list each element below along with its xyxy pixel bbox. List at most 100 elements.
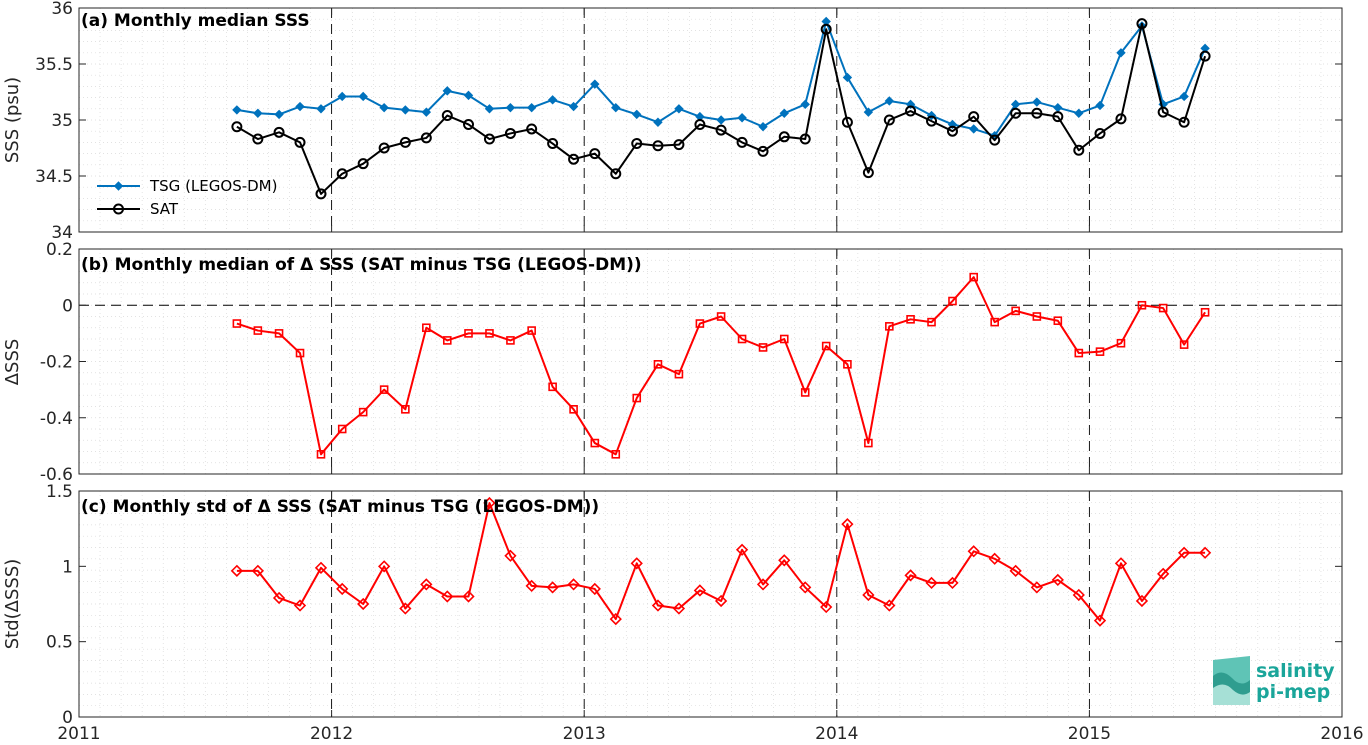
x-tick-label: 2013 bbox=[563, 724, 606, 744]
data-point bbox=[926, 115, 938, 127]
data-point bbox=[1199, 50, 1211, 62]
y-tick-label: 34 bbox=[51, 223, 73, 243]
data-point bbox=[548, 382, 557, 392]
data-point bbox=[568, 153, 580, 165]
data-point bbox=[862, 167, 874, 179]
data-point bbox=[567, 578, 580, 591]
data-point bbox=[420, 578, 433, 591]
data-point bbox=[885, 322, 894, 331]
data-point bbox=[1157, 567, 1170, 580]
data-point bbox=[1053, 102, 1063, 113]
data-point bbox=[336, 168, 348, 180]
data-point bbox=[946, 576, 959, 590]
x-tick-label: 2015 bbox=[1068, 724, 1111, 744]
y-tick-label: 0 bbox=[62, 708, 73, 728]
data-point bbox=[1114, 557, 1128, 570]
data-point bbox=[1198, 546, 1212, 559]
x-tick-label: 2012 bbox=[310, 724, 353, 744]
y-tick-label: 1 bbox=[62, 557, 73, 577]
data-point bbox=[506, 336, 515, 345]
data-point bbox=[946, 125, 958, 137]
data-point bbox=[590, 79, 600, 89]
data-point bbox=[864, 438, 873, 448]
y-tick-label: -0.4 bbox=[40, 409, 73, 429]
data-point bbox=[779, 108, 789, 118]
data-point bbox=[736, 136, 748, 148]
legend-tsg-marker bbox=[113, 181, 124, 191]
data-point bbox=[358, 407, 368, 417]
data-point bbox=[821, 341, 831, 351]
data-point bbox=[653, 360, 663, 369]
data-point bbox=[525, 579, 538, 593]
x-tick-label: 2016 bbox=[1320, 724, 1363, 744]
panel-c-title: (c) Monthly std of Δ SSS (SAT minus TSG … bbox=[81, 497, 599, 517]
data-point bbox=[314, 561, 328, 574]
data-point bbox=[989, 134, 1001, 146]
data-point bbox=[820, 23, 832, 35]
data-point bbox=[483, 133, 495, 145]
data-point bbox=[630, 557, 643, 570]
data-point bbox=[379, 102, 389, 113]
data-point bbox=[758, 343, 768, 352]
data-point bbox=[252, 133, 264, 145]
data-point bbox=[820, 600, 833, 614]
data-point bbox=[862, 588, 875, 602]
data-point bbox=[441, 590, 454, 603]
data-point bbox=[232, 319, 242, 328]
data-point bbox=[714, 594, 728, 608]
x-tick-label: 2014 bbox=[815, 724, 858, 744]
data-point bbox=[1136, 18, 1148, 30]
panel-b-title: (b) Monthly median of Δ SSS (SAT minus T… bbox=[81, 255, 642, 275]
y-tick-label: 0 bbox=[62, 296, 73, 316]
panel-a-title: (a) Monthly median SSS bbox=[81, 11, 310, 31]
data-point bbox=[1051, 573, 1064, 587]
data-point bbox=[1093, 614, 1107, 627]
data-point bbox=[1094, 127, 1106, 139]
data-point bbox=[756, 578, 770, 591]
logo-wave-icon bbox=[1213, 656, 1250, 705]
data-point bbox=[295, 348, 305, 358]
data-point bbox=[422, 323, 431, 333]
salinity-pimep-logo: salinity pi-mep bbox=[1213, 656, 1335, 705]
data-point bbox=[357, 158, 369, 170]
data-point bbox=[546, 581, 559, 594]
data-point bbox=[1116, 48, 1126, 58]
legend-tsg-label: TSG (LEGOS-DM) bbox=[149, 177, 277, 195]
data-point bbox=[1095, 100, 1105, 111]
y-tick-label: 1.5 bbox=[46, 482, 73, 502]
data-point bbox=[1157, 106, 1169, 118]
data-point bbox=[737, 113, 747, 123]
data-point bbox=[906, 315, 915, 324]
data-point bbox=[610, 168, 622, 180]
data-point bbox=[316, 450, 326, 459]
data-point bbox=[904, 569, 917, 582]
panel-a-ylabel: SSS (psu) bbox=[2, 77, 23, 163]
data-point bbox=[293, 599, 307, 612]
data-point bbox=[969, 124, 979, 134]
x-tick-label: 2011 bbox=[57, 724, 100, 744]
data-point bbox=[611, 450, 621, 459]
series-line bbox=[236, 276, 1206, 456]
data-point bbox=[274, 329, 284, 338]
data-point bbox=[568, 101, 579, 112]
data-point bbox=[842, 72, 853, 83]
data-point bbox=[800, 388, 810, 397]
data-point bbox=[758, 122, 768, 132]
data-point bbox=[716, 115, 726, 125]
data-point bbox=[231, 121, 243, 133]
data-point bbox=[609, 612, 622, 626]
data-point bbox=[378, 142, 390, 154]
data-point bbox=[631, 138, 643, 150]
data-point bbox=[399, 136, 411, 148]
data-point bbox=[569, 405, 578, 414]
data-point bbox=[927, 317, 936, 327]
data-point bbox=[1116, 338, 1126, 348]
y-tick-label: 34.5 bbox=[35, 167, 73, 187]
data-point bbox=[399, 602, 412, 615]
y-tick-label: 0.5 bbox=[46, 633, 73, 653]
data-point bbox=[1032, 312, 1042, 321]
data-point bbox=[841, 518, 854, 531]
data-point bbox=[230, 564, 244, 577]
data-point bbox=[968, 111, 980, 123]
